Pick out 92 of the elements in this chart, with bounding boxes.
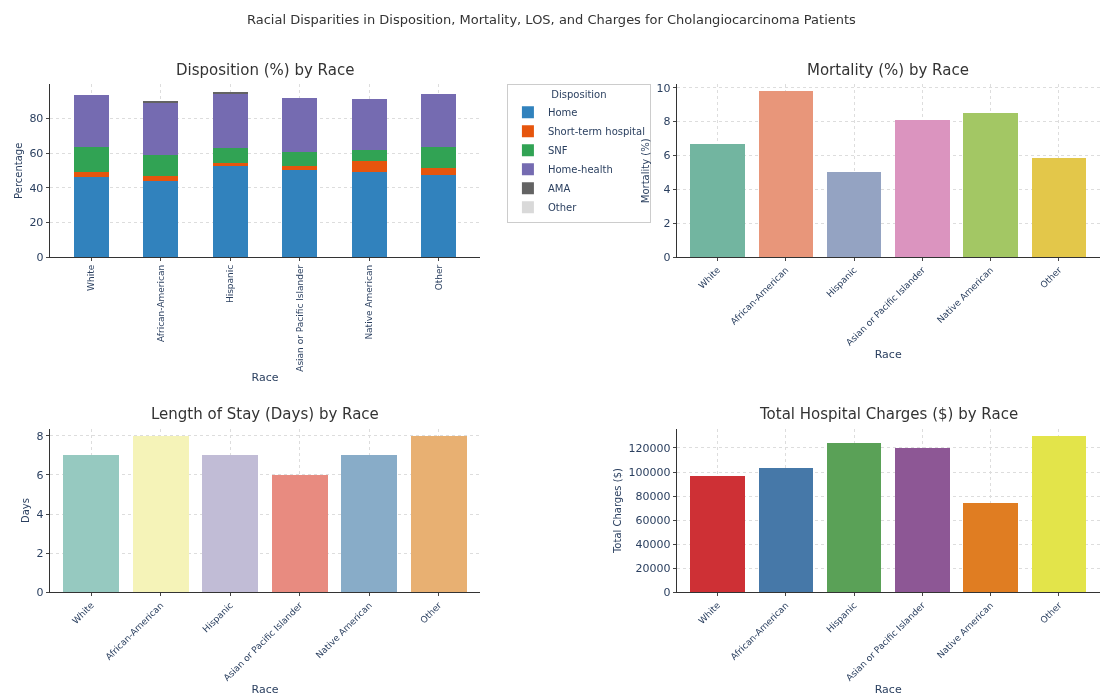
bar	[143, 181, 179, 258]
bar	[410, 435, 467, 593]
bar	[963, 503, 1018, 593]
bar	[202, 455, 259, 593]
bar	[271, 474, 328, 593]
y-axis-title: Days	[20, 498, 32, 524]
bar	[690, 143, 745, 258]
y-tick-label: 6	[663, 149, 671, 163]
y-tick-label: 40	[29, 181, 44, 195]
y-tick-label: 40000	[635, 538, 671, 552]
y-tick-label: 20000	[635, 562, 671, 576]
y-tick-label: 100000	[628, 465, 671, 479]
bar	[63, 455, 120, 593]
legend-label: Home	[547, 107, 578, 119]
y-tick-label: 0	[36, 586, 44, 600]
bar	[758, 91, 814, 258]
bar	[282, 152, 318, 167]
legend-label: AMA	[547, 183, 571, 195]
y-tick-label: 60	[29, 147, 44, 161]
bar	[282, 169, 318, 258]
y-tick-label: 10	[656, 81, 671, 95]
chart-title: Total Hospital Charges ($) by Race	[759, 405, 1019, 423]
bar	[73, 95, 109, 147]
y-tick-label: 0	[663, 586, 671, 600]
bar	[212, 163, 248, 166]
legend-label: Other	[547, 202, 578, 214]
y-tick-label: 4	[663, 183, 671, 197]
y-axis-title: Percentage	[13, 142, 25, 199]
bar	[143, 155, 179, 176]
bar	[351, 99, 387, 151]
y-tick-label: 2	[36, 547, 44, 561]
chart-title: Mortality (%) by Race	[807, 61, 969, 79]
chart-title: Length of Stay (Days) by Race	[151, 405, 379, 423]
y-tick-label: 80000	[635, 489, 671, 503]
y-tick-label: 8	[36, 429, 44, 443]
bar	[826, 171, 882, 258]
bar	[421, 174, 457, 258]
bar	[1031, 157, 1087, 258]
bar	[421, 146, 457, 169]
bar	[132, 435, 189, 593]
y-axis-title: Total Charges ($)	[612, 467, 624, 555]
y-tick-label: 2	[663, 217, 671, 231]
bar	[1031, 435, 1087, 593]
bar	[690, 475, 745, 593]
x-axis-title: Race	[251, 370, 279, 384]
y-axis-title: Mortality (%)	[640, 138, 652, 204]
y-tick-label: 20	[29, 216, 44, 230]
bar	[895, 119, 950, 258]
bar	[212, 165, 248, 258]
bar	[351, 161, 387, 173]
legend-title: Disposition	[551, 88, 607, 100]
text: Racial Disparities in Disposition, Mortality, LOS, and Charges for Cholangiocarcinoma Patients	[247, 12, 857, 27]
x-axis-title: Race	[251, 683, 279, 696]
chart-title: Disposition (%) by Race	[176, 61, 355, 79]
legend-label: Short-term hospital	[547, 126, 645, 138]
x-axis-title: Race	[874, 347, 902, 361]
x-tick-label: Native American	[364, 264, 375, 340]
bar	[351, 172, 387, 258]
bar	[73, 146, 109, 172]
legend-label: Home-health	[547, 164, 613, 176]
bar	[351, 150, 387, 162]
y-tick-label: 0	[36, 251, 44, 265]
x-tick-label: African-American	[155, 264, 166, 343]
y-tick-label: 6	[36, 468, 44, 482]
bar	[282, 166, 318, 170]
y-tick-label: 4	[36, 507, 44, 521]
bar	[282, 98, 318, 153]
y-tick-label: 80	[29, 112, 44, 126]
bar	[73, 177, 109, 258]
legend-label: SNF	[547, 145, 568, 157]
x-tick-label: Hispanic	[225, 264, 236, 304]
bar	[421, 94, 457, 147]
x-axis-title: Race	[874, 683, 902, 696]
bar	[758, 468, 814, 593]
x-tick-label: Asian or Pacific Islander	[294, 264, 305, 372]
y-tick-label: 8	[663, 115, 671, 129]
y-tick-label: 120000	[628, 441, 671, 455]
bar	[73, 171, 109, 178]
y-tick-label: 60000	[635, 514, 671, 528]
bar	[421, 168, 457, 175]
bar	[212, 147, 248, 164]
x-tick-label: White	[86, 264, 97, 291]
bar	[826, 443, 882, 593]
bar	[341, 455, 398, 593]
bar	[212, 92, 248, 95]
bar	[212, 94, 248, 148]
bar	[895, 447, 950, 593]
x-tick-label: Other	[433, 264, 444, 291]
bar	[143, 175, 179, 182]
y-tick-label: 0	[663, 251, 671, 265]
bar	[143, 102, 179, 156]
bar	[963, 112, 1018, 258]
